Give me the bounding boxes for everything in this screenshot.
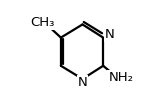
Text: N: N <box>105 28 114 41</box>
Text: N: N <box>78 76 87 89</box>
Text: NH₂: NH₂ <box>109 71 133 84</box>
Text: CH₃: CH₃ <box>30 16 54 29</box>
